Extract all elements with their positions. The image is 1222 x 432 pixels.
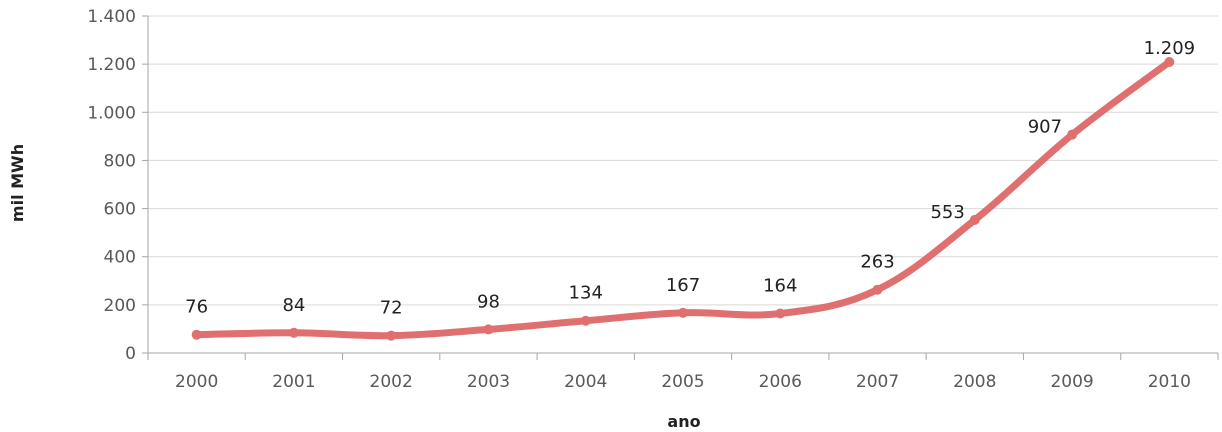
data-label: 263: [860, 252, 894, 273]
data-label: 134: [569, 283, 603, 304]
x-tick-label: 2003: [467, 372, 510, 392]
data-label: 167: [666, 275, 700, 296]
data-point: [678, 307, 688, 318]
x-tick-label: 2006: [759, 372, 802, 392]
data-point: [1164, 56, 1175, 67]
y-tick-labels: 0 200 400 600 800 1.000 1.200 1.400: [87, 7, 136, 364]
y-axis-title: mil MWh: [8, 144, 27, 222]
data-point: [872, 284, 883, 295]
axes: [142, 15, 1219, 360]
data-labels: 76 84 72 98 134 167 164 263 553 907 1.209: [185, 38, 1195, 319]
y-tick-label: 200: [104, 296, 136, 316]
y-tick-label: 400: [104, 248, 136, 268]
x-tick-label: 2008: [953, 372, 996, 392]
y-tick-label: 600: [104, 200, 136, 220]
y-tick-label: 1.200: [87, 55, 136, 75]
x-tick-label: 2009: [1050, 372, 1093, 392]
y-tick-label: 1.000: [87, 103, 136, 123]
gridlines: [148, 15, 1218, 306]
y-tick-label: 800: [104, 151, 136, 171]
y-tick-label: 1.400: [87, 7, 136, 27]
data-point: [580, 315, 591, 326]
x-tick-labels: 2000 2001 2002 2003 2004 2005 2006 2007 2008 2009…: [175, 372, 1191, 392]
data-label: 72: [380, 298, 403, 319]
data-label: 84: [282, 295, 305, 316]
data-label: 1.209: [1144, 38, 1196, 59]
x-axis-title: ano: [667, 412, 700, 431]
data-label: 98: [477, 291, 500, 312]
x-tick-label: 2001: [272, 372, 315, 392]
data-point: [288, 327, 299, 338]
x-tick-label: 2005: [661, 372, 704, 392]
data-point: [386, 330, 397, 341]
y-tick-label: 0: [125, 344, 136, 364]
data-point: [191, 329, 202, 340]
data-label: 76: [185, 297, 208, 318]
x-tick-label: 2007: [856, 372, 899, 392]
x-tick-label: 2004: [564, 372, 607, 392]
x-tick-label: 2000: [175, 372, 218, 392]
data-label: 553: [930, 202, 964, 223]
data-points: [191, 56, 1175, 341]
data-label: 164: [763, 276, 797, 297]
data-point: [1067, 129, 1078, 140]
x-tick-label: 2010: [1148, 372, 1191, 392]
data-point: [969, 214, 980, 225]
data-point: [775, 308, 786, 319]
data-point: [483, 324, 494, 335]
x-tick-label: 2002: [370, 372, 413, 392]
data-label: 907: [1028, 117, 1062, 138]
series-line: [193, 58, 1173, 340]
